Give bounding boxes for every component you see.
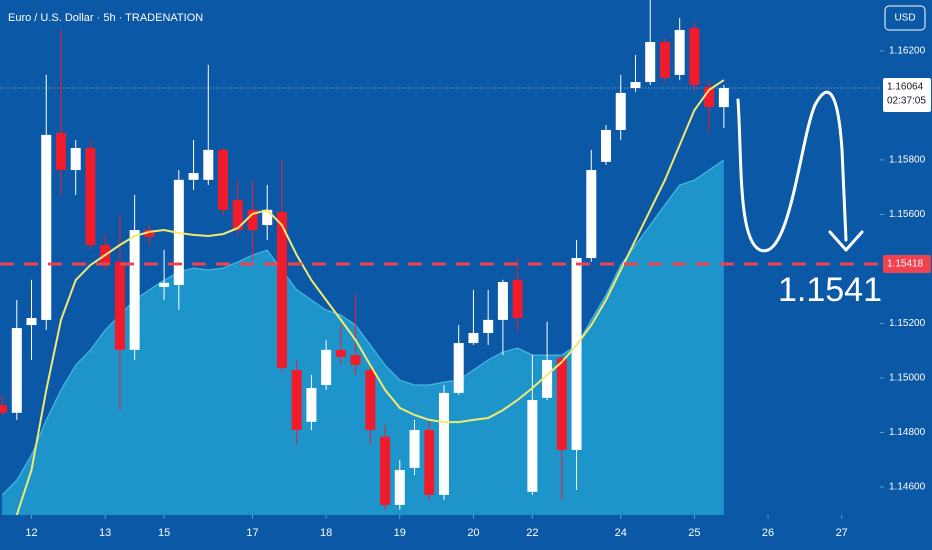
indicator-area (2, 159, 724, 515)
x-tick-label: 26 (762, 527, 774, 539)
candle-body (335, 349, 346, 357)
target-level-label: 1.15418 (887, 259, 924, 270)
forecast-arrow-head (828, 230, 864, 252)
candle-body (85, 147, 96, 245)
x-tick-label: 20 (467, 527, 479, 539)
plot-area (0, 0, 884, 519)
moving-average-line (15, 79, 725, 516)
candle-body (630, 82, 641, 89)
forecast-arrow (736, 90, 848, 253)
x-tick-label: 24 (615, 527, 627, 539)
candle-body (114, 261, 125, 350)
candle-body (129, 229, 140, 350)
x-tick-label: 13 (99, 527, 111, 539)
current-price-box (883, 78, 931, 113)
target-level-box (883, 255, 931, 274)
candle-body (483, 319, 494, 333)
x-tick-label: 17 (246, 527, 258, 539)
countdown-label: 02:37:05 (887, 96, 926, 107)
candle-body (306, 388, 317, 422)
candle-body (571, 258, 582, 450)
candle-body (542, 359, 553, 398)
candle-body (70, 147, 81, 171)
candle-body (601, 129, 612, 162)
candle-body (394, 470, 405, 505)
candle-body (512, 279, 523, 318)
candle-body (615, 92, 626, 130)
x-tick-label: 25 (688, 527, 700, 539)
candle-body (453, 343, 464, 393)
candle-body (26, 317, 37, 326)
candle-body (159, 282, 170, 287)
candle-body (497, 282, 508, 320)
candle-body (689, 28, 700, 86)
candle-body (291, 370, 302, 430)
currency-label[interactable]: USD (894, 13, 915, 24)
candle-body (144, 229, 155, 238)
candle-body (0, 404, 8, 413)
candle-body (659, 41, 670, 78)
candle-body (718, 88, 729, 108)
candle-body (41, 134, 52, 320)
candle-body (203, 149, 214, 180)
candle-body (276, 211, 287, 368)
candle-body (380, 436, 391, 505)
x-tick-label: 22 (526, 527, 538, 539)
x-tick-label: 27 (836, 527, 848, 539)
candle-body (527, 400, 538, 492)
candle-body (365, 370, 376, 430)
y-tick-label: 1.14800 (889, 427, 926, 438)
candle-body (188, 173, 199, 180)
candle-body (11, 328, 22, 413)
candle-body (438, 392, 449, 495)
candle-body (55, 132, 66, 171)
y-tick-label: 1.15200 (889, 318, 926, 329)
currency-button[interactable] (884, 5, 926, 31)
candle-body (556, 358, 567, 450)
candle-body (262, 209, 273, 226)
candle-body (321, 349, 332, 386)
x-tick-label: 12 (25, 527, 37, 539)
y-tick-label: 1.16200 (889, 46, 926, 57)
current-price-label: 1.16064 (887, 82, 924, 93)
candle-body (424, 429, 435, 495)
target-annotation: 1.1541 (778, 271, 882, 309)
x-tick-label: 18 (320, 527, 332, 539)
candle-body (232, 200, 243, 230)
candle-body (409, 429, 420, 468)
y-tick-label: 1.15800 (889, 155, 926, 166)
candle-body (468, 332, 479, 344)
candle-body (704, 86, 715, 108)
x-tick-label: 19 (394, 527, 406, 539)
y-tick-label: 1.15600 (889, 209, 926, 220)
candle-body (218, 149, 229, 210)
candle-body (586, 170, 597, 259)
y-tick-label: 1.15000 (889, 373, 926, 384)
chart-title: Euro / U.S. Dollar · 5h · TRADENATION (8, 12, 203, 24)
y-tick-label: 1.14600 (889, 482, 926, 493)
candle-body (350, 355, 361, 365)
x-tick-label: 15 (158, 527, 170, 539)
candle-body (674, 29, 685, 75)
candle-body (645, 41, 656, 83)
candle-body (247, 209, 258, 230)
